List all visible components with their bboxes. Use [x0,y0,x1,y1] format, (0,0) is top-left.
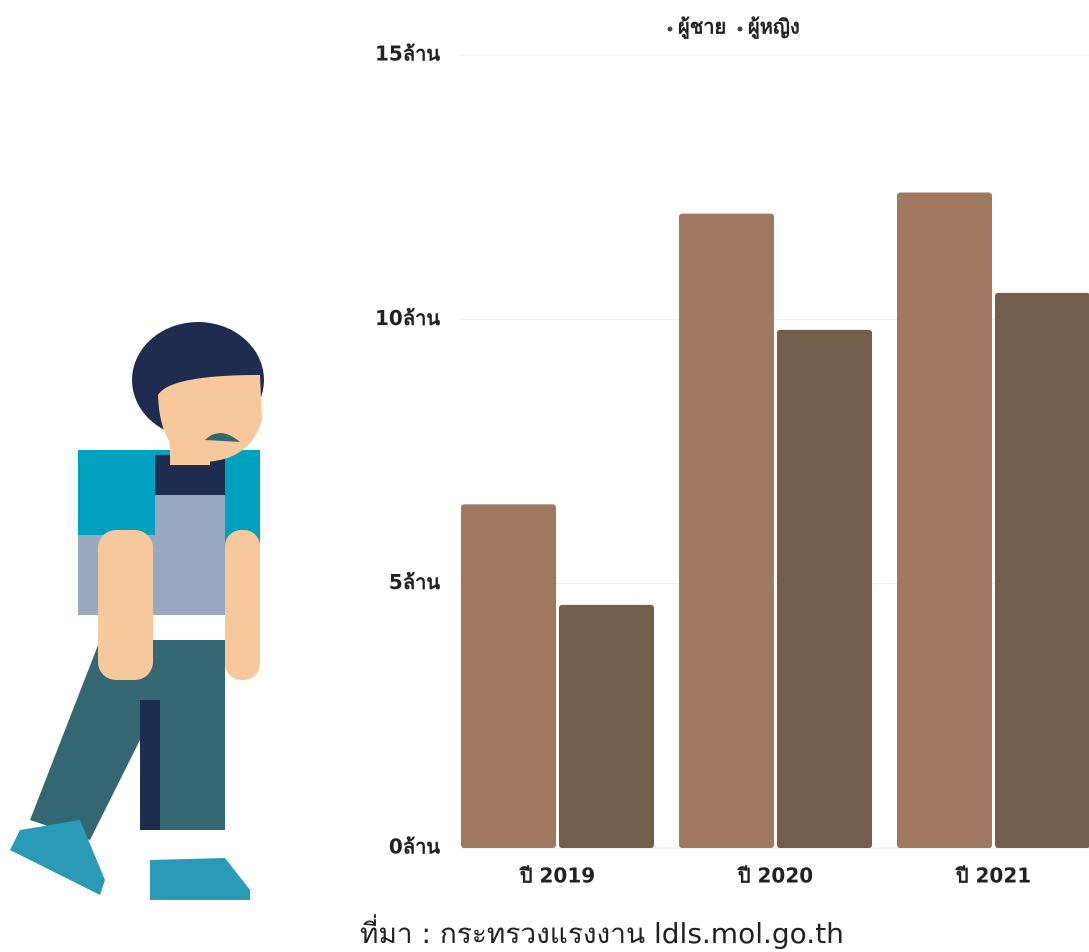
bar [461,504,556,848]
legend-label: ผู้หญิง [748,15,800,41]
bar [559,604,654,848]
legend-marker [737,26,743,32]
y-tick-label: 0ล้าน [389,835,440,859]
legend-marker [667,26,673,32]
source: ที่มา : กระทรวงแรงงาน ldls.mol.go.th [360,914,844,950]
illustration [10,322,264,900]
y-tick-label: 5ล้าน [389,570,440,594]
bar [995,292,1089,848]
legend-label: ผู้ชาย [678,15,726,41]
x-tick-label: ปี 2019 [519,864,596,888]
x-tick-label: ปี 2021 [955,864,1032,888]
y-tick-label: 10ล้าน [375,306,440,330]
bar [777,329,872,848]
bar [679,213,774,849]
x-tick-label: ปี 2020 [737,864,814,888]
y-tick-label: 15ล้าน [375,42,440,66]
bar [897,192,992,848]
